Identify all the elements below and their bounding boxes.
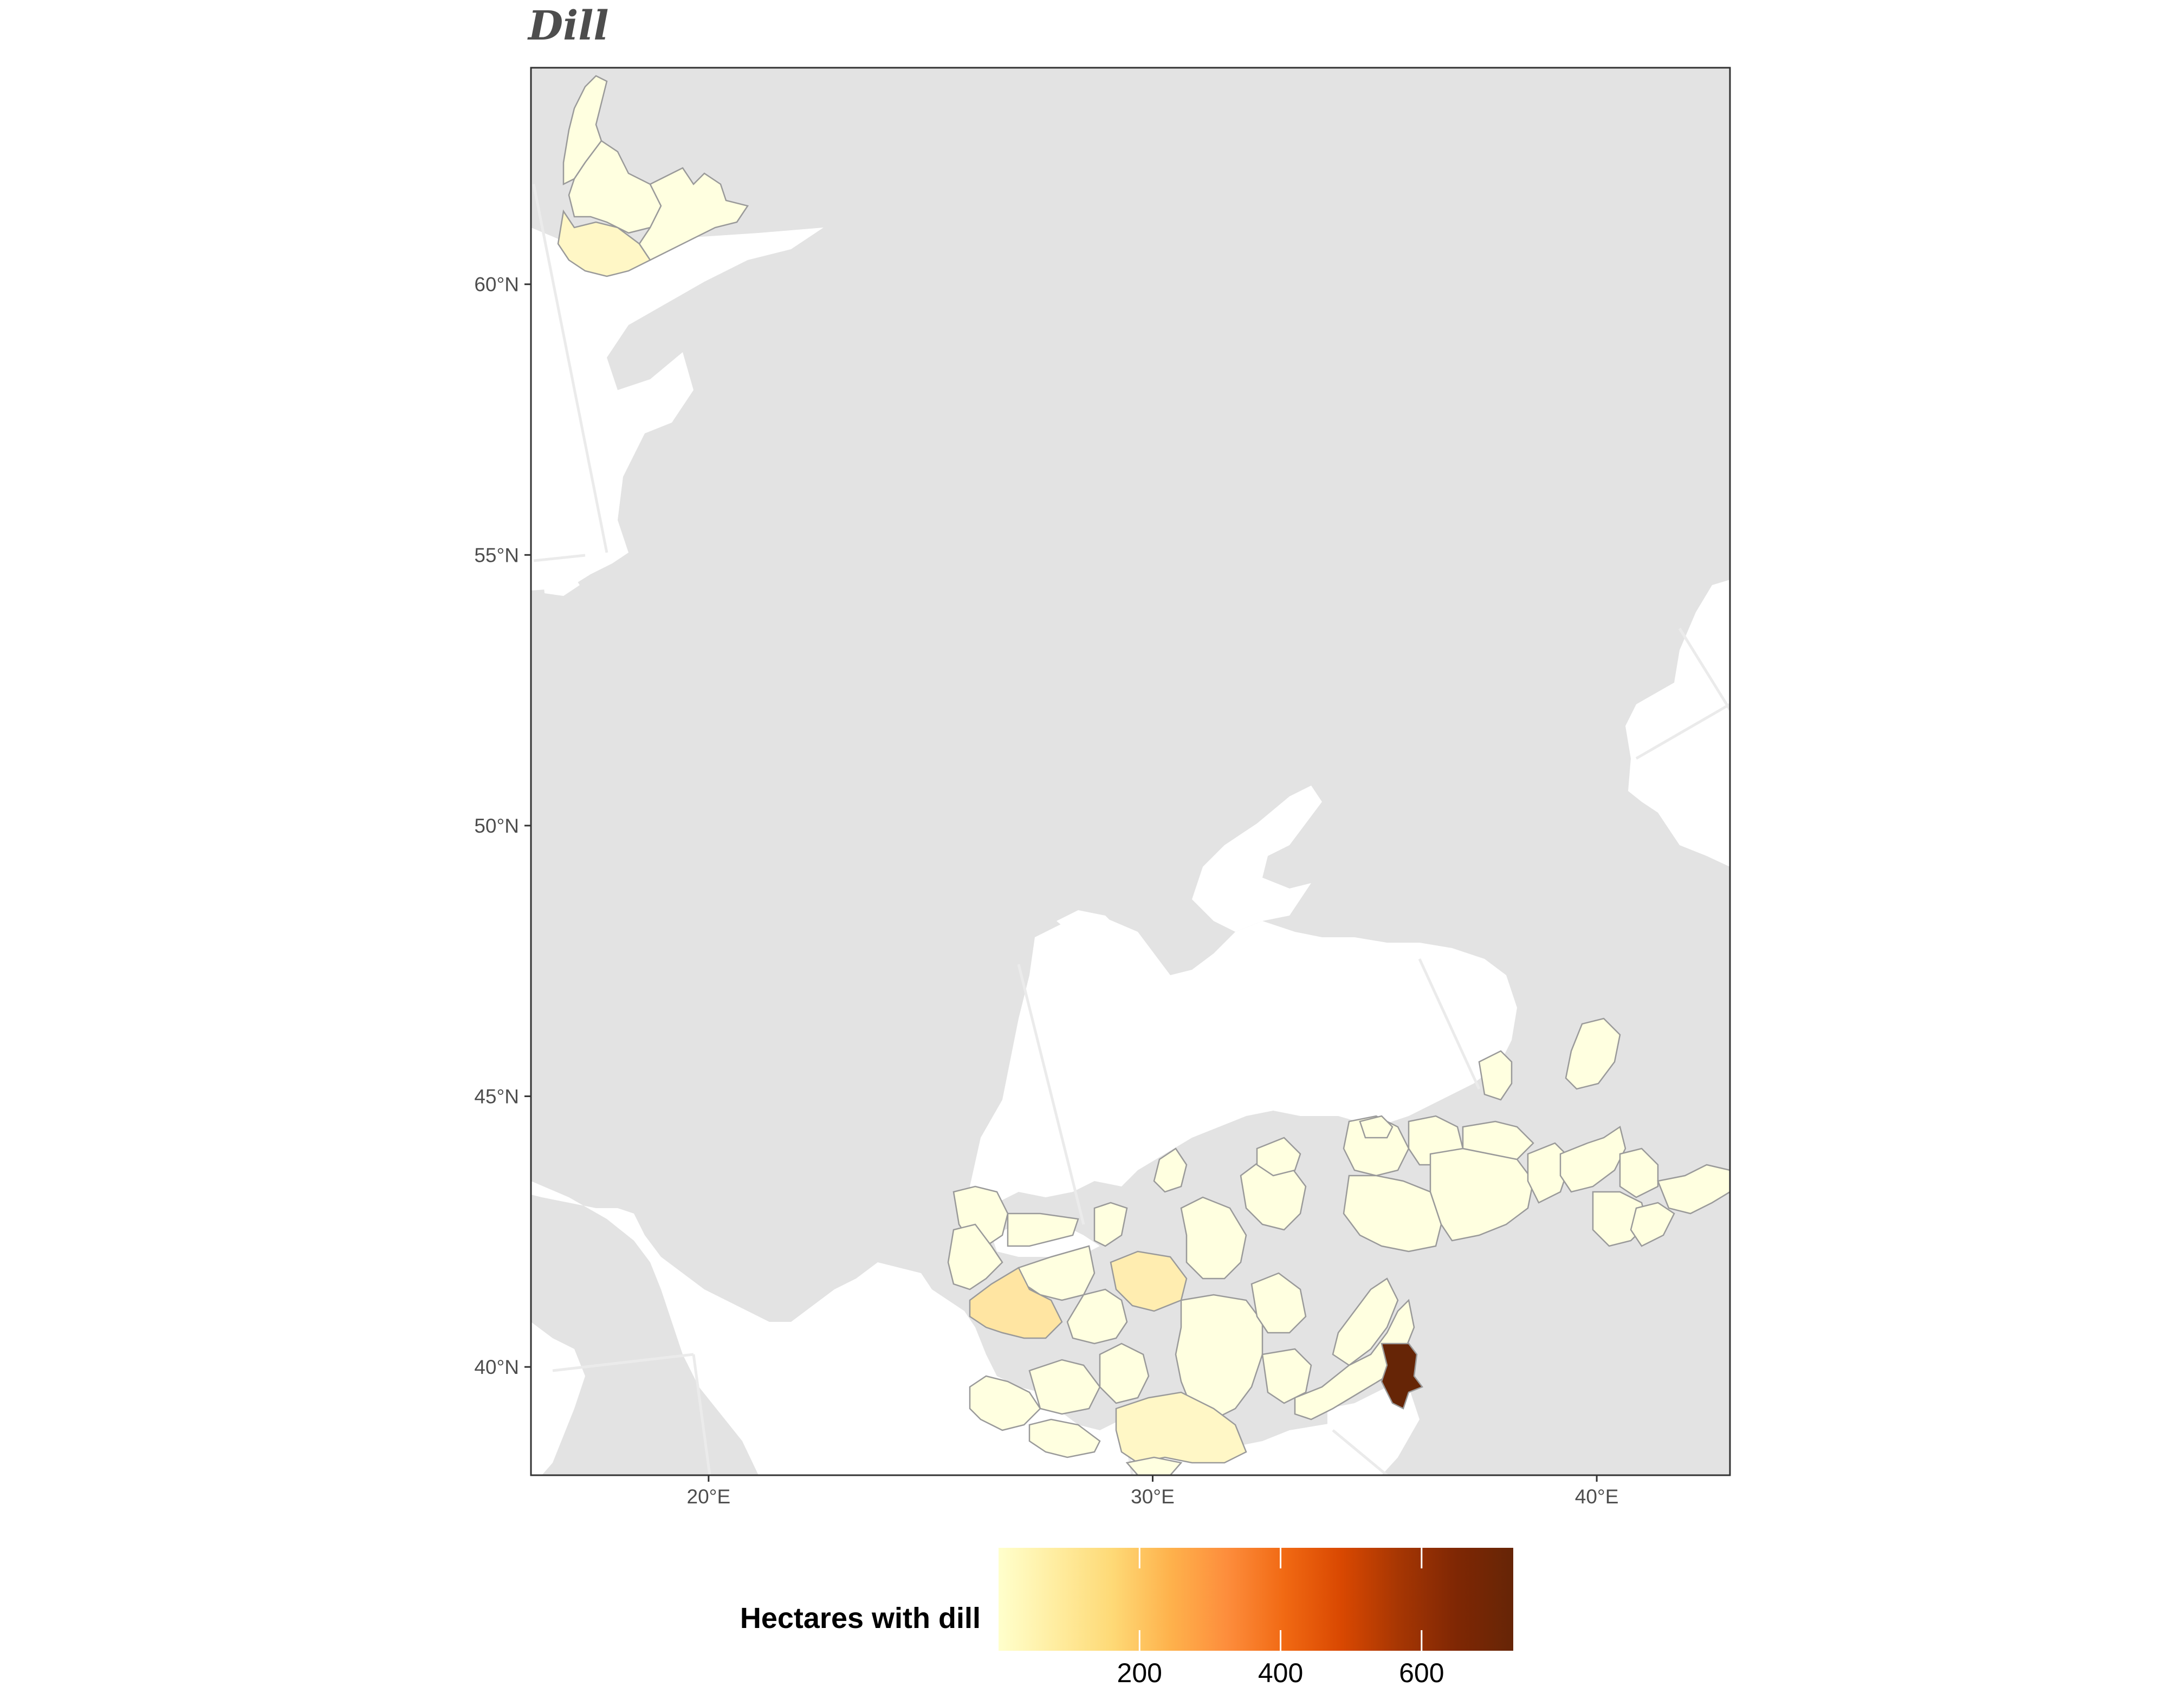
region-east-turkey-3	[1462, 1120, 1534, 1160]
y-tick-label: 40°N	[474, 1356, 519, 1378]
graticule-line	[1635, 703, 1730, 760]
y-axis: 60°N 55°N 50°N 45°N 40°N	[474, 274, 531, 1378]
graticule-line	[692, 1354, 711, 1475]
regions-layer	[557, 75, 1730, 1475]
region-izmir	[969, 1375, 1041, 1431]
region-sivas	[1332, 1277, 1399, 1366]
legend-ticks: 200 400 600	[1117, 1548, 1444, 1688]
water-bodies	[531, 228, 1730, 1475]
region-kirikkale	[1261, 1348, 1312, 1404]
legend-tick-label: 600	[1399, 1658, 1444, 1688]
azov-sea-water	[1192, 786, 1322, 932]
graticule-line	[1678, 627, 1730, 711]
legend: Hectares with dill 200 400 600	[740, 1548, 1513, 1688]
map-panel	[531, 68, 1730, 1475]
ionian-sea-water	[531, 1403, 547, 1463]
region-north-anatolia-2	[1256, 1137, 1301, 1177]
x-axis: 20°E 30°E 40°E	[687, 1475, 1619, 1508]
region-antalya	[1125, 1456, 1183, 1475]
y-tick-label: 45°N	[474, 1086, 519, 1108]
region-north-anatolia-1	[1153, 1147, 1188, 1193]
caspian-sea-water	[1625, 580, 1730, 867]
graticule-line	[533, 554, 586, 562]
graticule-line	[1418, 958, 1481, 1090]
region-bulgaria-east	[1007, 1212, 1079, 1247]
region-finland-central	[568, 140, 662, 234]
region-east-turkey-1	[1343, 1175, 1442, 1253]
land-background	[531, 68, 1730, 1475]
region-east-turkey-9	[1630, 1202, 1675, 1247]
region-mugla	[1028, 1418, 1101, 1458]
map-panel-border	[530, 67, 1731, 1476]
graticule-line	[532, 184, 608, 553]
graticule-line	[1332, 1429, 1388, 1475]
y-tick-label: 60°N	[474, 274, 519, 296]
region-thrace	[947, 1223, 1003, 1290]
region-bursa	[969, 1267, 1063, 1339]
aegean-sea-water	[531, 1181, 1398, 1475]
region-caucasus-2	[1565, 1017, 1621, 1090]
map-title: Dill	[528, 3, 609, 49]
region-georgia	[1359, 1115, 1394, 1139]
estuary-water	[1057, 910, 1116, 935]
region-caucasus-1	[1478, 1050, 1513, 1101]
legend-tick-label: 200	[1117, 1658, 1162, 1688]
x-tick-label: 40°E	[1575, 1486, 1619, 1508]
x-tick-label: 30°E	[1131, 1486, 1175, 1508]
legend-title: Hectares with dill	[740, 1602, 981, 1634]
levant-sea-water	[1327, 1387, 1420, 1475]
region-finland-south	[557, 209, 651, 277]
region-cankiri	[1250, 1272, 1307, 1334]
region-finland-east	[638, 167, 749, 261]
legend-colorbar	[999, 1548, 1513, 1651]
region-manisa	[1028, 1359, 1101, 1415]
region-usak	[1099, 1342, 1150, 1404]
region-high-value	[1381, 1342, 1423, 1410]
lagoon-water	[542, 563, 580, 596]
region-bolu	[1180, 1196, 1247, 1280]
black-sea-water	[970, 916, 1517, 1203]
region-east-turkey-8	[1657, 1164, 1730, 1215]
x-tick-label: 20°E	[687, 1486, 731, 1508]
y-tick-label: 50°N	[474, 815, 519, 837]
legend-tick-label: 400	[1258, 1658, 1303, 1688]
region-kayseri	[1294, 1299, 1415, 1420]
region-konya	[1115, 1391, 1247, 1464]
region-sakarya	[1066, 1288, 1128, 1345]
region-ankara	[1175, 1294, 1263, 1420]
baltic-island	[531, 390, 542, 433]
y-tick-label: 55°N	[474, 544, 519, 566]
graticule-line	[552, 1353, 694, 1372]
graticule-line	[1017, 964, 1085, 1225]
region-east-turkey-6	[1619, 1147, 1659, 1198]
baltic-sea-water	[531, 228, 824, 591]
region-kocaeli	[1093, 1202, 1128, 1247]
